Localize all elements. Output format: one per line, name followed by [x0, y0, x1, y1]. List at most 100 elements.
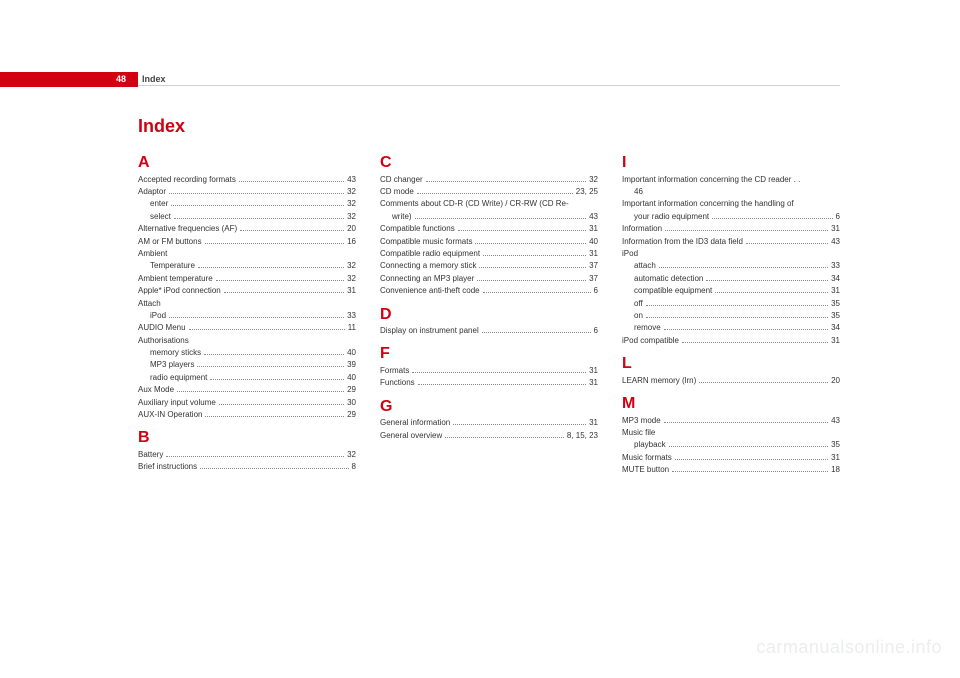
index-entry-page: 35	[831, 310, 840, 322]
leader-dots	[715, 292, 828, 293]
index-entry-label: Attach	[138, 298, 161, 310]
index-entry: AUDIO Menu11	[138, 322, 356, 334]
index-entry-page: 31	[589, 417, 598, 429]
index-entry: Information31	[622, 223, 840, 235]
index-entry: CD mode23, 25	[380, 186, 598, 198]
leader-dots	[224, 292, 344, 293]
index-letter: D	[380, 306, 598, 324]
leader-dots	[659, 267, 828, 268]
index-entry-page: 16	[347, 236, 356, 248]
index-entry-page: 31	[589, 248, 598, 260]
leader-dots	[417, 193, 573, 194]
leader-dots	[453, 424, 586, 425]
index-entry-page: 32	[347, 198, 356, 210]
index-entry: MUTE button18	[622, 464, 840, 476]
index-entry: Compatible functions31	[380, 223, 598, 235]
index-entry: Battery32	[138, 449, 356, 461]
index-entry-label: General information	[380, 417, 450, 429]
index-entry: memory sticks40	[138, 347, 356, 359]
index-entry: Ambient temperature 32	[138, 273, 356, 285]
index-entry-page: 32	[347, 273, 356, 285]
index-entry-label: MP3 mode	[622, 415, 661, 427]
index-entry-page: 31	[589, 377, 598, 389]
index-entry-label: AM or FM buttons	[138, 236, 202, 248]
index-entry-label: Compatible radio equipment	[380, 248, 480, 260]
index-entry-label: Authorisations	[138, 335, 189, 347]
leader-dots	[171, 205, 344, 206]
index-entry-label: playback	[634, 439, 666, 451]
leader-dots	[746, 243, 828, 244]
page: 48 Index Index AAccepted recording forma…	[0, 0, 960, 678]
index-entry: Adaptor 32	[138, 186, 356, 198]
leader-dots	[415, 218, 587, 219]
index-entry: MP3 mode43	[622, 415, 840, 427]
index-entry-page: 31	[589, 223, 598, 235]
index-entry-page: 32	[347, 186, 356, 198]
index-entry: Apple* iPod connection31	[138, 285, 356, 297]
index-entry-page: 32	[347, 449, 356, 461]
index-entry-page: 32	[589, 174, 598, 186]
index-entry-label: Convenience anti-theft code	[380, 285, 480, 297]
leader-dots	[646, 305, 828, 306]
index-entry: Brief instructions8	[138, 461, 356, 473]
index-entry-label: Information from the ID3 data field	[622, 236, 743, 248]
index-entry-page: 6	[594, 285, 598, 297]
index-entry: write)43	[380, 211, 598, 223]
index-entry: General overview8, 15, 23	[380, 430, 598, 442]
index-entry-label: CD mode	[380, 186, 414, 198]
index-column: CCD changer32CD mode23, 25Comments about…	[380, 154, 598, 477]
leader-dots	[239, 181, 344, 182]
index-entry: MP3 players39	[138, 359, 356, 371]
index-entry-label: Auxiliary input volume	[138, 397, 216, 409]
index-entry-page: 43	[347, 174, 356, 186]
leader-dots	[189, 329, 345, 330]
index-entry: Display on instrument panel6	[380, 325, 598, 337]
index-entry-page: 6	[594, 325, 598, 337]
leader-dots	[174, 218, 344, 219]
index-entry-page: 11	[348, 322, 356, 334]
index-entry-label: Important information concerning the han…	[622, 198, 794, 210]
index-entry: playback35	[622, 439, 840, 451]
page-number-tab: 48	[0, 72, 138, 87]
index-letter: F	[380, 345, 598, 363]
index-entry: Compatible music formats40	[380, 236, 598, 248]
index-entry: Aux Mode29	[138, 384, 356, 396]
index-entry-page: 6	[836, 211, 840, 223]
index-columns: AAccepted recording formats43Adaptor32en…	[138, 154, 840, 477]
index-entry-label: Connecting an MP3 player	[380, 273, 474, 285]
index-entry-label: radio equipment	[150, 372, 207, 384]
index-entry-label: Ambient temperature	[138, 273, 213, 285]
index-letter: G	[380, 398, 598, 416]
index-entry-page: 31	[831, 335, 840, 347]
index-entry-label: Information	[622, 223, 662, 235]
index-entry: AUX-IN Operation29	[138, 409, 356, 421]
index-entry-label: MUTE button	[622, 464, 669, 476]
index-entry-label: General overview	[380, 430, 442, 442]
index-entry-page: 31	[831, 452, 840, 464]
index-letter: A	[138, 154, 356, 172]
index-entry: 46	[622, 186, 840, 198]
index-entry-page: 37	[589, 273, 598, 285]
index-entry-label: compatible equipment	[634, 285, 712, 297]
index-entry-label: Music file	[622, 427, 655, 439]
index-entry-label: on	[634, 310, 643, 322]
index-entry-label: automatic detection	[634, 273, 703, 285]
index-entry: Important information concerning the CD …	[622, 174, 840, 186]
index-entry: General information 31	[380, 417, 598, 429]
index-entry-page: 30	[347, 397, 356, 409]
leader-dots	[699, 382, 828, 383]
index-entry-page: 39	[347, 359, 356, 371]
index-entry-label: Alternative frequencies (AF)	[138, 223, 237, 235]
leader-dots	[166, 456, 344, 457]
index-entry-label: Music formats	[622, 452, 672, 464]
index-entry-label: write)	[392, 211, 412, 223]
leader-dots	[706, 280, 828, 281]
leader-dots	[240, 230, 344, 231]
leader-dots	[200, 468, 348, 469]
index-entry: Connecting a memory stick37	[380, 260, 598, 272]
index-entry-label: remove	[634, 322, 661, 334]
index-entry: radio equipment40	[138, 372, 356, 384]
index-entry-label: your radio equipment	[634, 211, 709, 223]
index-entry-page: 43	[831, 236, 840, 248]
index-entry-label: Adaptor	[138, 186, 166, 198]
